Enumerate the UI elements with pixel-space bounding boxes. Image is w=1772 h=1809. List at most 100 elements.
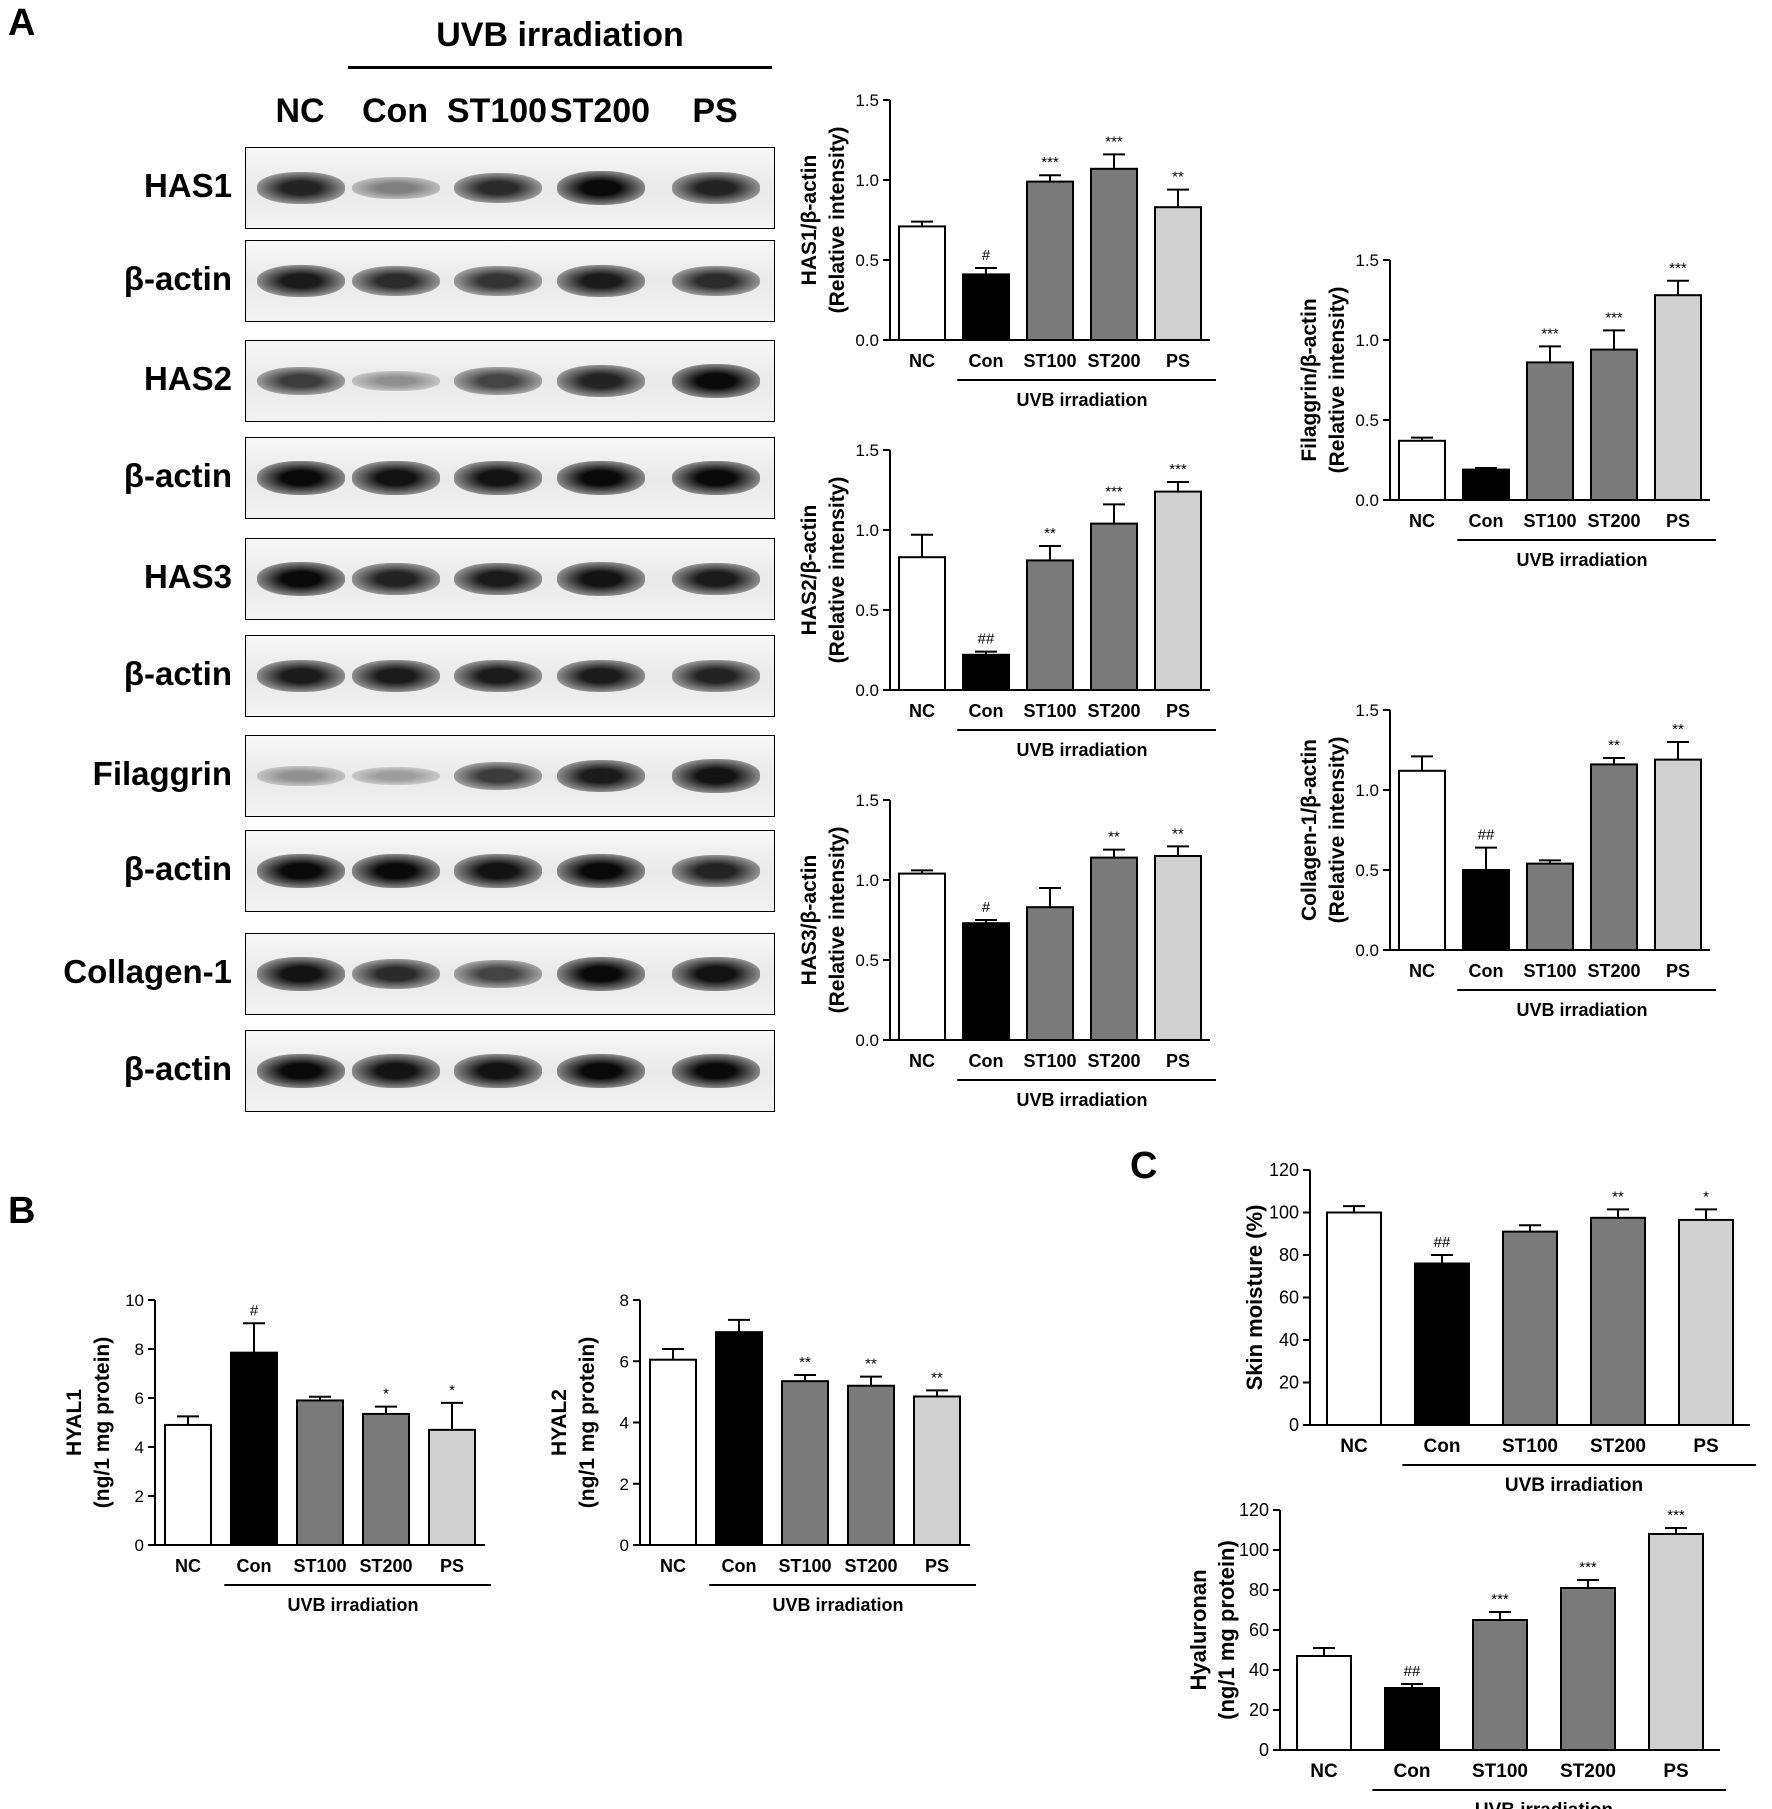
bar-con (1414, 1262, 1470, 1426)
x-tick-label: Con (237, 1556, 272, 1576)
blot-band (352, 1054, 440, 1088)
y-tick-label: 1.5 (855, 791, 879, 810)
significance-label: # (982, 899, 991, 916)
bar-con (230, 1351, 278, 1546)
y-tick-label: 0 (1289, 1415, 1299, 1435)
bar-ps (428, 1428, 476, 1547)
blot-band (672, 660, 760, 692)
x-tick-label: ST100 (1023, 1051, 1076, 1071)
x-tick-label: Con (1469, 511, 1504, 531)
bar-nc (898, 872, 946, 1041)
significance-label: ## (1434, 1234, 1451, 1251)
blot-band (672, 461, 760, 495)
bar-st200 (1590, 348, 1638, 501)
bar-con (962, 273, 1010, 341)
y-axis-label: (ng/1 mg protein) (576, 1337, 599, 1509)
panel-label-c: C (1130, 1145, 1158, 1187)
significance-label: ## (1478, 827, 1495, 844)
y-tick-label: 100 (1269, 1203, 1299, 1223)
blot-band (352, 854, 440, 888)
blot-band (454, 1054, 542, 1088)
bar-nc (898, 556, 946, 691)
significance-label: ** (1044, 525, 1056, 542)
significance-label: *** (1105, 133, 1123, 150)
x-tick-label: ST200 (359, 1556, 412, 1576)
blot-row-label: Filaggrin (92, 755, 232, 792)
blot-band (257, 172, 345, 204)
y-tick-label: 100 (1239, 1540, 1269, 1560)
significance-label: ** (865, 1356, 877, 1373)
significance-label: ** (1608, 737, 1620, 754)
chart-skin-moisture: 0 20 40 60 80 100 120 NC ## Con ST100 ** ST200 * PS UVB… (1242, 1160, 1756, 1496)
x-tick-label: ST200 (844, 1556, 897, 1576)
bar-st200 (362, 1412, 410, 1546)
panel-label-b: B (8, 1190, 36, 1232)
x-tick-label: ST200 (1587, 961, 1640, 981)
y-tick-label: 1.5 (855, 441, 879, 460)
blot-lane-label: Con (361, 92, 429, 130)
bar-st100 (1026, 180, 1074, 341)
blot-row-label: HAS3 (143, 558, 232, 595)
x-tick-label: ST100 (1502, 1436, 1558, 1457)
bar-con (962, 922, 1010, 1041)
blot-band (454, 761, 542, 791)
x-tick-label: NC (660, 1556, 686, 1576)
blot-uvb-line (348, 66, 772, 69)
x-tick-label: NC (909, 1051, 935, 1071)
y-tick-label: 80 (1249, 1580, 1269, 1600)
blot-band (454, 172, 542, 204)
blot-strip (245, 437, 775, 519)
blot-band (257, 461, 345, 495)
bar-ps (1654, 758, 1702, 951)
bar-st100 (1502, 1230, 1558, 1426)
significance-label: # (982, 247, 991, 264)
bar-st100 (781, 1380, 829, 1546)
x-tick-label: ST100 (1472, 1761, 1528, 1782)
blot-band (557, 957, 645, 991)
bar-con (1462, 869, 1510, 951)
y-axis-label: (Relative intensity) (826, 477, 849, 664)
blot-band (257, 1054, 345, 1088)
chart-has3: 0.0 0.5 1.0 1.5 NC # Con ST100 ** ST200 ** PS UVB ir… (798, 791, 1216, 1110)
bar-nc (1326, 1211, 1382, 1426)
significance-label: *** (1667, 1507, 1685, 1524)
blot-band (672, 172, 760, 204)
x-tick-label: ST100 (778, 1556, 831, 1576)
y-tick-label: 1.0 (855, 521, 879, 540)
blot-row-label: β-actin (123, 457, 232, 494)
bar-st100 (1026, 559, 1074, 691)
blot-band (257, 957, 345, 991)
significance-label: * (1703, 1188, 1709, 1205)
blot-band (557, 562, 645, 596)
blot-row-label: Collagen-1 (63, 953, 232, 990)
bar-st100 (1472, 1619, 1528, 1751)
x-tick-label: Con (969, 1051, 1004, 1071)
blot-row-label: HAS1 (143, 167, 232, 204)
bar-ps (913, 1395, 961, 1546)
significance-label: *** (1105, 483, 1123, 500)
blot-band (672, 265, 760, 297)
y-tick-label: 0.0 (855, 1031, 879, 1050)
blot-strip (245, 240, 775, 322)
x-tick-label: NC (1409, 961, 1435, 981)
x-tick-label: NC (909, 701, 935, 721)
blot-band (352, 265, 440, 297)
x-tick-label: NC (1409, 511, 1435, 531)
y-tick-label: 0.0 (1355, 491, 1379, 510)
y-tick-label: 1.0 (855, 171, 879, 190)
y-tick-label: 20 (1279, 1373, 1299, 1393)
x-tick-label: PS (1166, 1051, 1190, 1071)
y-axis-label: Collagen-1/β-actin (1298, 739, 1321, 921)
significance-label: ** (1108, 829, 1120, 846)
blot-row-label: β-actin (123, 655, 232, 692)
blot-band (672, 364, 760, 398)
blot-band (352, 659, 440, 693)
blot-strip (245, 147, 775, 229)
y-axis-label: HAS3/β-actin (798, 855, 821, 986)
blot-uvb-header: UVB irradiation (436, 16, 684, 54)
y-axis-label: (Relative intensity) (1326, 287, 1349, 474)
bar-nc (1398, 439, 1446, 502)
significance-label: *** (1605, 309, 1623, 326)
bar-st200 (1590, 1216, 1646, 1426)
uvb-group-label: UVB irradiation (1505, 1475, 1643, 1496)
